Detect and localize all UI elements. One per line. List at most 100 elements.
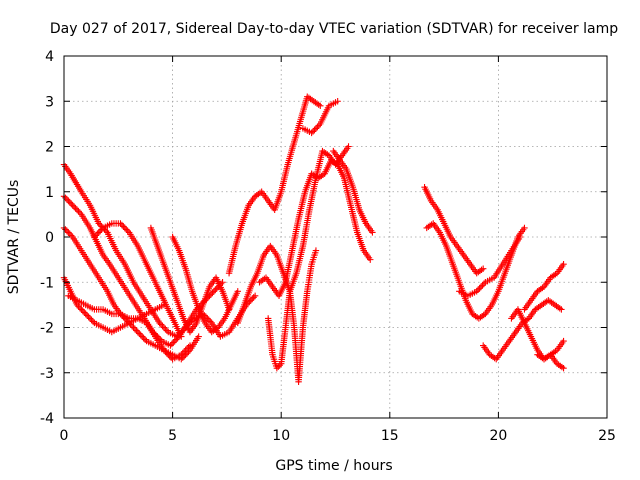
data-point [98, 226, 105, 233]
data-series [534, 337, 567, 363]
y-tick-label: 4 [45, 49, 54, 65]
data-point [180, 348, 188, 355]
data-point [558, 306, 565, 313]
data-point [159, 322, 166, 330]
data-point [92, 232, 100, 239]
data-point [521, 224, 528, 232]
y-tick-label: 0 [45, 230, 54, 246]
data-point [75, 208, 82, 215]
x-tick-label: 15 [381, 428, 399, 444]
data-point [63, 227, 71, 235]
data-point [97, 221, 104, 229]
data-point [95, 220, 102, 227]
data-point [79, 307, 87, 315]
data-point [163, 327, 171, 334]
data-point [73, 206, 81, 214]
data-point [70, 203, 78, 211]
data-point [179, 349, 186, 357]
data-point [65, 229, 72, 236]
x-tick-label: 10 [272, 428, 290, 444]
data-point [120, 223, 127, 230]
data-point [178, 333, 185, 340]
data-point [560, 365, 567, 372]
data-point [131, 325, 139, 333]
data-point [479, 265, 487, 272]
data-point [476, 285, 483, 292]
data-series [225, 93, 324, 277]
ticks: 0 5 10 15 20 25 -4 -3 -2 -1 0 1 2 3 4 [40, 49, 616, 444]
data-point [88, 316, 95, 324]
y-tick-label: -4 [40, 411, 54, 427]
data-point [121, 224, 129, 232]
data-point [275, 363, 282, 370]
x-tick-label: 20 [489, 428, 507, 444]
data-point [345, 143, 352, 150]
data-point [81, 309, 88, 316]
data-point [134, 328, 142, 336]
data-point [160, 346, 168, 354]
data-point [89, 318, 97, 325]
data-point [182, 346, 189, 354]
data-point [130, 324, 137, 331]
data-series [91, 220, 185, 340]
data-point [91, 233, 98, 241]
data-point [156, 319, 163, 327]
data-point [560, 337, 567, 345]
data-point [173, 336, 180, 343]
data-point [246, 298, 253, 306]
data-point [334, 98, 341, 105]
data-point [477, 283, 485, 290]
data-point [309, 128, 317, 135]
data-point [165, 351, 172, 358]
data-series [456, 233, 524, 300]
data-series [521, 260, 567, 313]
data-point [138, 333, 146, 340]
data-series [264, 247, 320, 385]
data-point [168, 340, 176, 348]
data-point [273, 365, 281, 372]
x-tick-label: 25 [598, 428, 616, 444]
data-point [97, 227, 104, 235]
data-point [68, 232, 75, 239]
data-point [78, 306, 85, 313]
data-point [163, 349, 171, 357]
data-point [170, 339, 177, 346]
data-point [207, 318, 214, 325]
data-point [167, 342, 174, 349]
data-point [76, 304, 84, 312]
data-point [95, 229, 102, 236]
data-point [65, 197, 72, 204]
y-tick-label: 1 [45, 185, 54, 201]
data-point [160, 324, 168, 331]
x-tick-label: 0 [60, 428, 69, 444]
data-point [317, 102, 324, 109]
y-tick-label: -3 [40, 366, 54, 382]
data-point [69, 202, 76, 209]
data-point [315, 122, 323, 129]
data-point [219, 279, 226, 286]
data-point [162, 325, 169, 333]
x-tick-label: 5 [168, 428, 177, 444]
data-point [276, 362, 283, 369]
data-point [250, 294, 257, 301]
data-series [234, 143, 352, 327]
data-point [308, 129, 315, 137]
data-series [169, 233, 241, 336]
data-point [369, 229, 376, 236]
data-point [137, 331, 144, 339]
data-series [423, 220, 528, 322]
data-point [62, 226, 69, 233]
data-point [157, 321, 165, 328]
data-point [312, 125, 320, 132]
data-series [147, 224, 233, 336]
data-point [480, 280, 488, 287]
data-point [94, 230, 101, 238]
data-point [185, 343, 192, 351]
data-point [63, 196, 71, 203]
data-point [186, 342, 194, 349]
data-point [314, 123, 321, 131]
data-point [102, 227, 110, 235]
data-point [251, 292, 259, 300]
data-point [86, 315, 94, 322]
